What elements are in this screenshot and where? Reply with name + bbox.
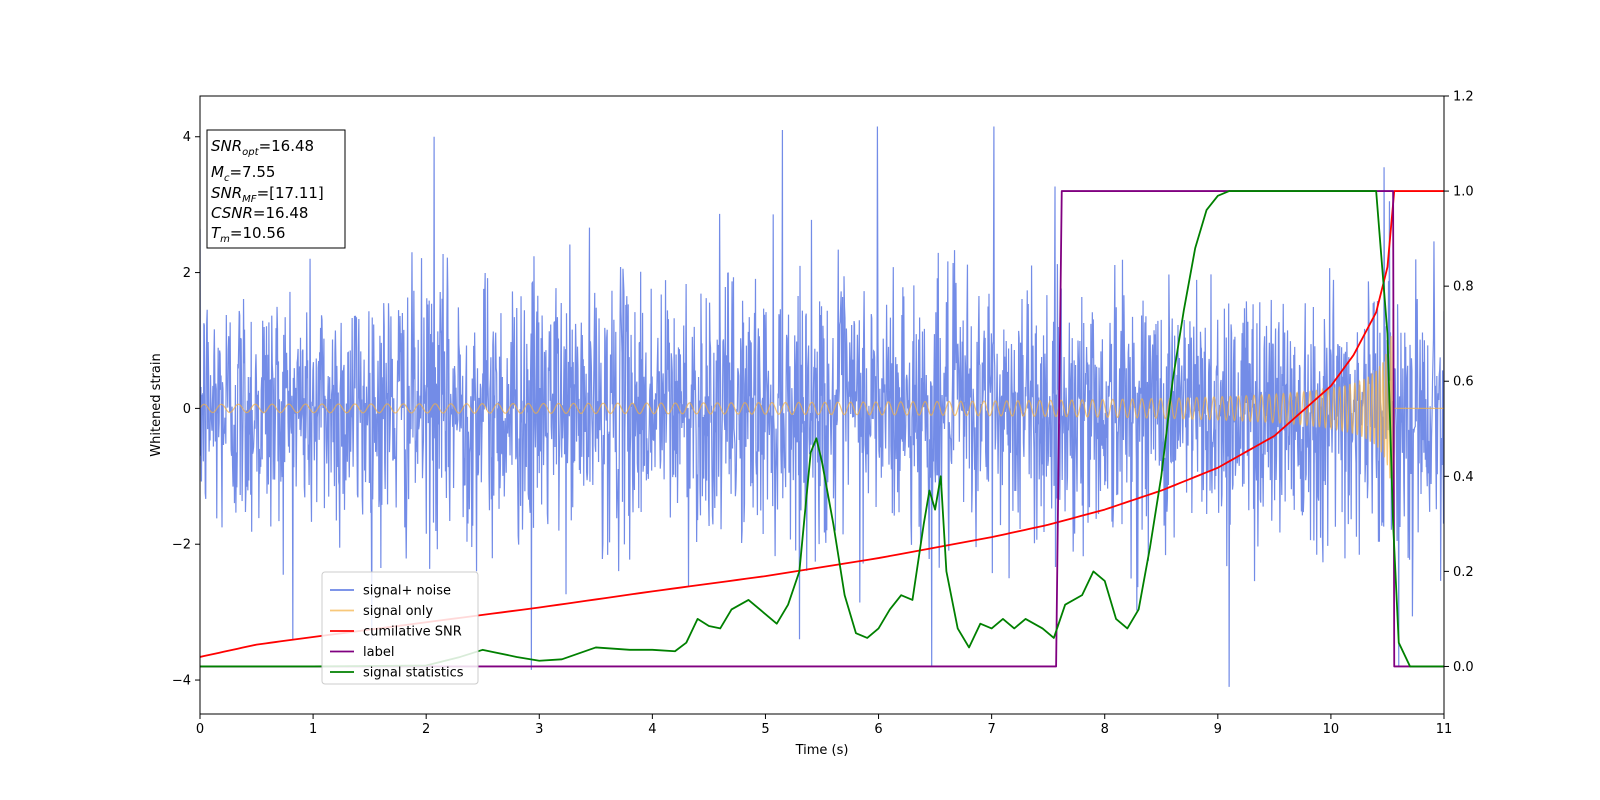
y-right-tick-label: 0.2 <box>1453 565 1474 580</box>
y-left-tick-label: 4 <box>183 130 191 145</box>
x-tick-label: 9 <box>1214 722 1222 737</box>
x-axis-label: Time (s) <box>795 743 849 758</box>
info-mc: Mc=7.55 <box>211 163 275 184</box>
legend-label: cumilative SNR <box>363 625 462 640</box>
x-tick-label: 1 <box>309 722 317 737</box>
legend-label: signal only <box>363 604 433 619</box>
legend-frame <box>321 571 479 685</box>
y-left-tick-label: 2 <box>183 266 191 281</box>
plot-frame <box>199 95 1445 715</box>
series-signal-statistics <box>200 190 1444 668</box>
x-tick-label: 0 <box>196 722 204 737</box>
y-left-tick-label: 0 <box>183 402 191 417</box>
legend: signal+ noise signal only cumilative SNR la… <box>321 571 479 685</box>
x-tick-label: 5 <box>761 722 769 737</box>
x-tick-label: 7 <box>987 722 995 737</box>
x-axis: 0 1 2 3 4 5 6 7 8 9 10 11 <box>196 714 1452 737</box>
x-tick-label: 8 <box>1101 722 1109 737</box>
y-axis-left-label: Whitened strain <box>149 353 164 456</box>
y-left-tick-label: −4 <box>172 674 191 689</box>
info-snr-opt: SNRopt=16.48 <box>211 137 314 158</box>
y-right-tick-label: 1.2 <box>1453 90 1474 105</box>
y-right-tick-label: 1.0 <box>1453 185 1474 200</box>
y-axis-right: 0.0 0.2 0.4 0.6 0.8 1.0 1.2 <box>1444 90 1474 675</box>
x-tick-label: 4 <box>648 722 656 737</box>
x-tick-label: 6 <box>874 722 882 737</box>
y-right-tick-label: 0.8 <box>1453 280 1474 295</box>
info-box-frame <box>206 129 346 249</box>
info-csnr: CSNR=16.48 <box>211 204 308 222</box>
series-signal-only <box>200 308 1444 528</box>
x-tick-label: 11 <box>1436 722 1453 737</box>
x-tick-label: 3 <box>535 722 543 737</box>
legend-label: signal+ noise <box>363 584 451 599</box>
x-tick-label: 2 <box>422 722 430 737</box>
y-axis-left: −4 −2 0 2 4 <box>172 130 200 689</box>
info-snr-mf: SNRMF=[17.11] <box>211 184 324 205</box>
y-left-tick-label: −2 <box>172 538 191 553</box>
legend-label: signal statistics <box>363 666 464 681</box>
series-signal-noise <box>200 126 1444 687</box>
info-box: SNRopt=16.48 Mc=7.55 SNRMF=[17.11] CSNR=… <box>206 129 346 249</box>
y-right-tick-label: 0.6 <box>1453 375 1474 390</box>
y-right-tick-label: 0.4 <box>1453 470 1474 485</box>
legend-label: label <box>363 645 394 660</box>
x-tick-label: 10 <box>1323 722 1340 737</box>
y-right-tick-label: 0.0 <box>1453 660 1474 675</box>
info-tm: Tm=10.56 <box>211 224 285 245</box>
